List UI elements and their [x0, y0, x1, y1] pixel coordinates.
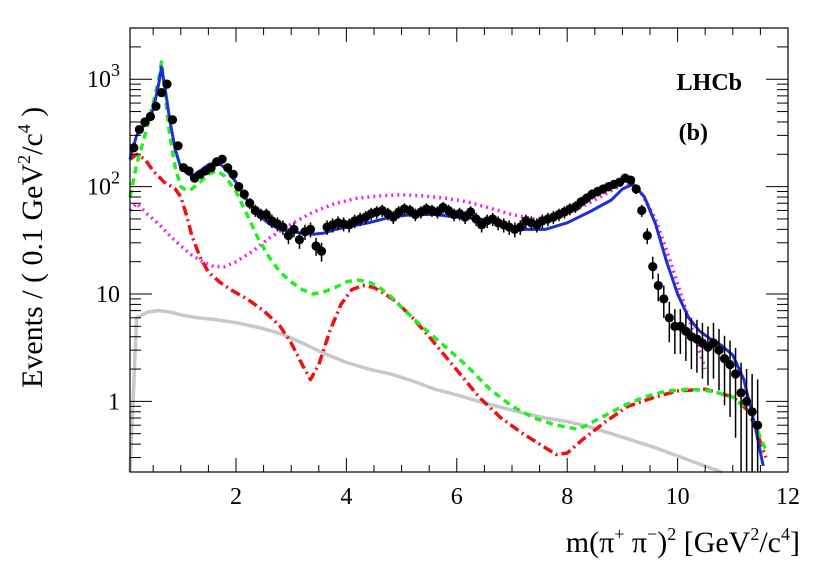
x-tick-label: 6: [451, 484, 463, 510]
magenta-dotted-curve: [128, 182, 707, 370]
red-dashdot-curve: [128, 152, 768, 459]
experiment-label: LHCb: [677, 70, 742, 96]
data-point: [736, 388, 746, 398]
data-point: [261, 209, 271, 220]
data-point: [283, 230, 294, 241]
x-tick-label: 10: [666, 484, 690, 510]
gray-solid-curve: [128, 308, 723, 474]
data-point: [156, 88, 167, 98]
data-point: [719, 354, 730, 364]
y-tick-label: 102: [87, 168, 120, 201]
data-point: [626, 175, 636, 185]
data-point: [228, 169, 238, 179]
data-point: [659, 294, 669, 304]
data-point: [134, 124, 144, 135]
data-point: [184, 166, 194, 176]
data-point: [637, 205, 647, 216]
y-tick-label: 1: [108, 389, 120, 415]
data-point: [245, 198, 255, 208]
data-point: [278, 222, 288, 232]
data-point: [642, 230, 652, 241]
data-point: [747, 407, 757, 417]
green-dashed-curve: [128, 60, 768, 451]
x-tick-label: 12: [776, 484, 800, 510]
data-point: [294, 235, 305, 245]
y-tick-label: 10: [96, 282, 120, 308]
data-point: [316, 246, 327, 256]
data-point: [129, 143, 139, 153]
curves-layer: [128, 60, 768, 474]
y-axis-label: Events / ( 0.1 GeV2/c4 ): [14, 107, 49, 388]
panel-label: (b): [679, 120, 708, 146]
data-point: [664, 313, 674, 323]
data-point: [471, 214, 481, 224]
y-tick-label: 103: [87, 60, 120, 93]
data-point: [515, 222, 525, 232]
x-tick-label: 2: [230, 484, 242, 510]
data-point: [305, 224, 316, 234]
data-point: [714, 345, 724, 355]
data-points-layer: [129, 79, 763, 472]
data-point: [653, 280, 663, 291]
data-point: [725, 360, 735, 370]
data-point: [162, 79, 172, 89]
data-point: [730, 369, 741, 379]
data-point: [465, 207, 476, 217]
data-point: [741, 396, 752, 406]
data-point: [631, 184, 641, 194]
x-axis-ticks: 2 4 6 8 10 12: [152, 28, 800, 510]
data-point: [234, 182, 244, 192]
data-point: [223, 163, 233, 173]
data-point: [151, 101, 161, 111]
data-point: [239, 189, 249, 199]
y-axis-ticks: 1 10 102 103: [87, 27, 788, 459]
data-point: [206, 163, 216, 173]
data-point: [145, 111, 156, 122]
data-point: [289, 224, 299, 234]
plot-frame: [129, 27, 789, 473]
data-point: [648, 261, 658, 272]
x-tick-label: 8: [561, 484, 573, 510]
data-point: [753, 420, 763, 430]
x-axis-label: m(π+ π−)2 [GeV2/c4]: [566, 524, 800, 559]
data-point: [167, 115, 178, 125]
x-tick-label: 4: [340, 484, 352, 510]
data-point: [173, 141, 183, 151]
data-point: [708, 338, 719, 348]
data-point: [217, 154, 227, 164]
